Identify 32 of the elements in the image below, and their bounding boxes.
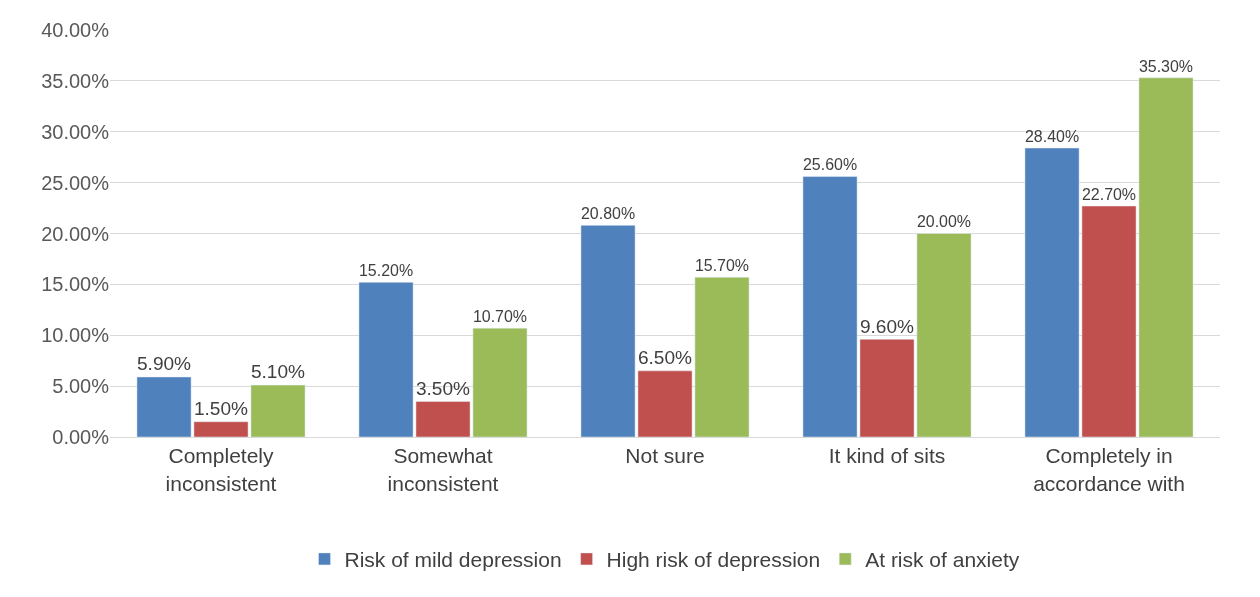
- legend-label: High risk of depression: [606, 548, 821, 572]
- data-label: 22.70%: [1081, 185, 1137, 203]
- data-label: 25.60%: [802, 156, 858, 174]
- x-tick-label: Somewhat inconsistent: [387, 444, 499, 495]
- y-tick-label: 10.00%: [41, 324, 110, 347]
- data-label: 9.60%: [859, 315, 915, 337]
- legend-label: Risk of mild depression: [344, 548, 562, 572]
- data-label: 6.50%: [637, 347, 693, 369]
- y-tick-label: 35.00%: [41, 69, 110, 92]
- x-tick-label: Not sure: [625, 444, 705, 468]
- x-tick-label: Completely in accordance with: [1033, 444, 1185, 495]
- x-tick-label: It kind of sits: [828, 444, 946, 468]
- data-label: 10.70%: [472, 308, 528, 326]
- y-tick-label: 25.00%: [41, 171, 110, 194]
- y-tick-label: 0.00%: [52, 426, 110, 448]
- data-label: 5.10%: [250, 361, 306, 383]
- data-label: 3.50%: [415, 377, 471, 399]
- y-tick-label: 40.00%: [41, 19, 110, 41]
- data-label: 35.30%: [1138, 57, 1194, 75]
- data-label: 15.20%: [358, 262, 414, 280]
- legend-label: At risk of anxiety: [865, 548, 1020, 572]
- data-label: 20.80%: [580, 205, 636, 223]
- data-label: 15.70%: [694, 257, 750, 275]
- y-tick-label: 30.00%: [41, 120, 110, 143]
- x-tick-label: Completely inconsistent: [165, 444, 277, 495]
- y-tick-label: 20.00%: [41, 222, 110, 245]
- y-tick-label: 5.00%: [52, 375, 110, 398]
- data-label: 5.90%: [136, 353, 192, 375]
- y-tick-label: 15.00%: [41, 273, 110, 296]
- data-label: 28.40%: [1024, 127, 1080, 145]
- data-label: 20.00%: [916, 213, 972, 231]
- data-label: 1.50%: [193, 398, 249, 420]
